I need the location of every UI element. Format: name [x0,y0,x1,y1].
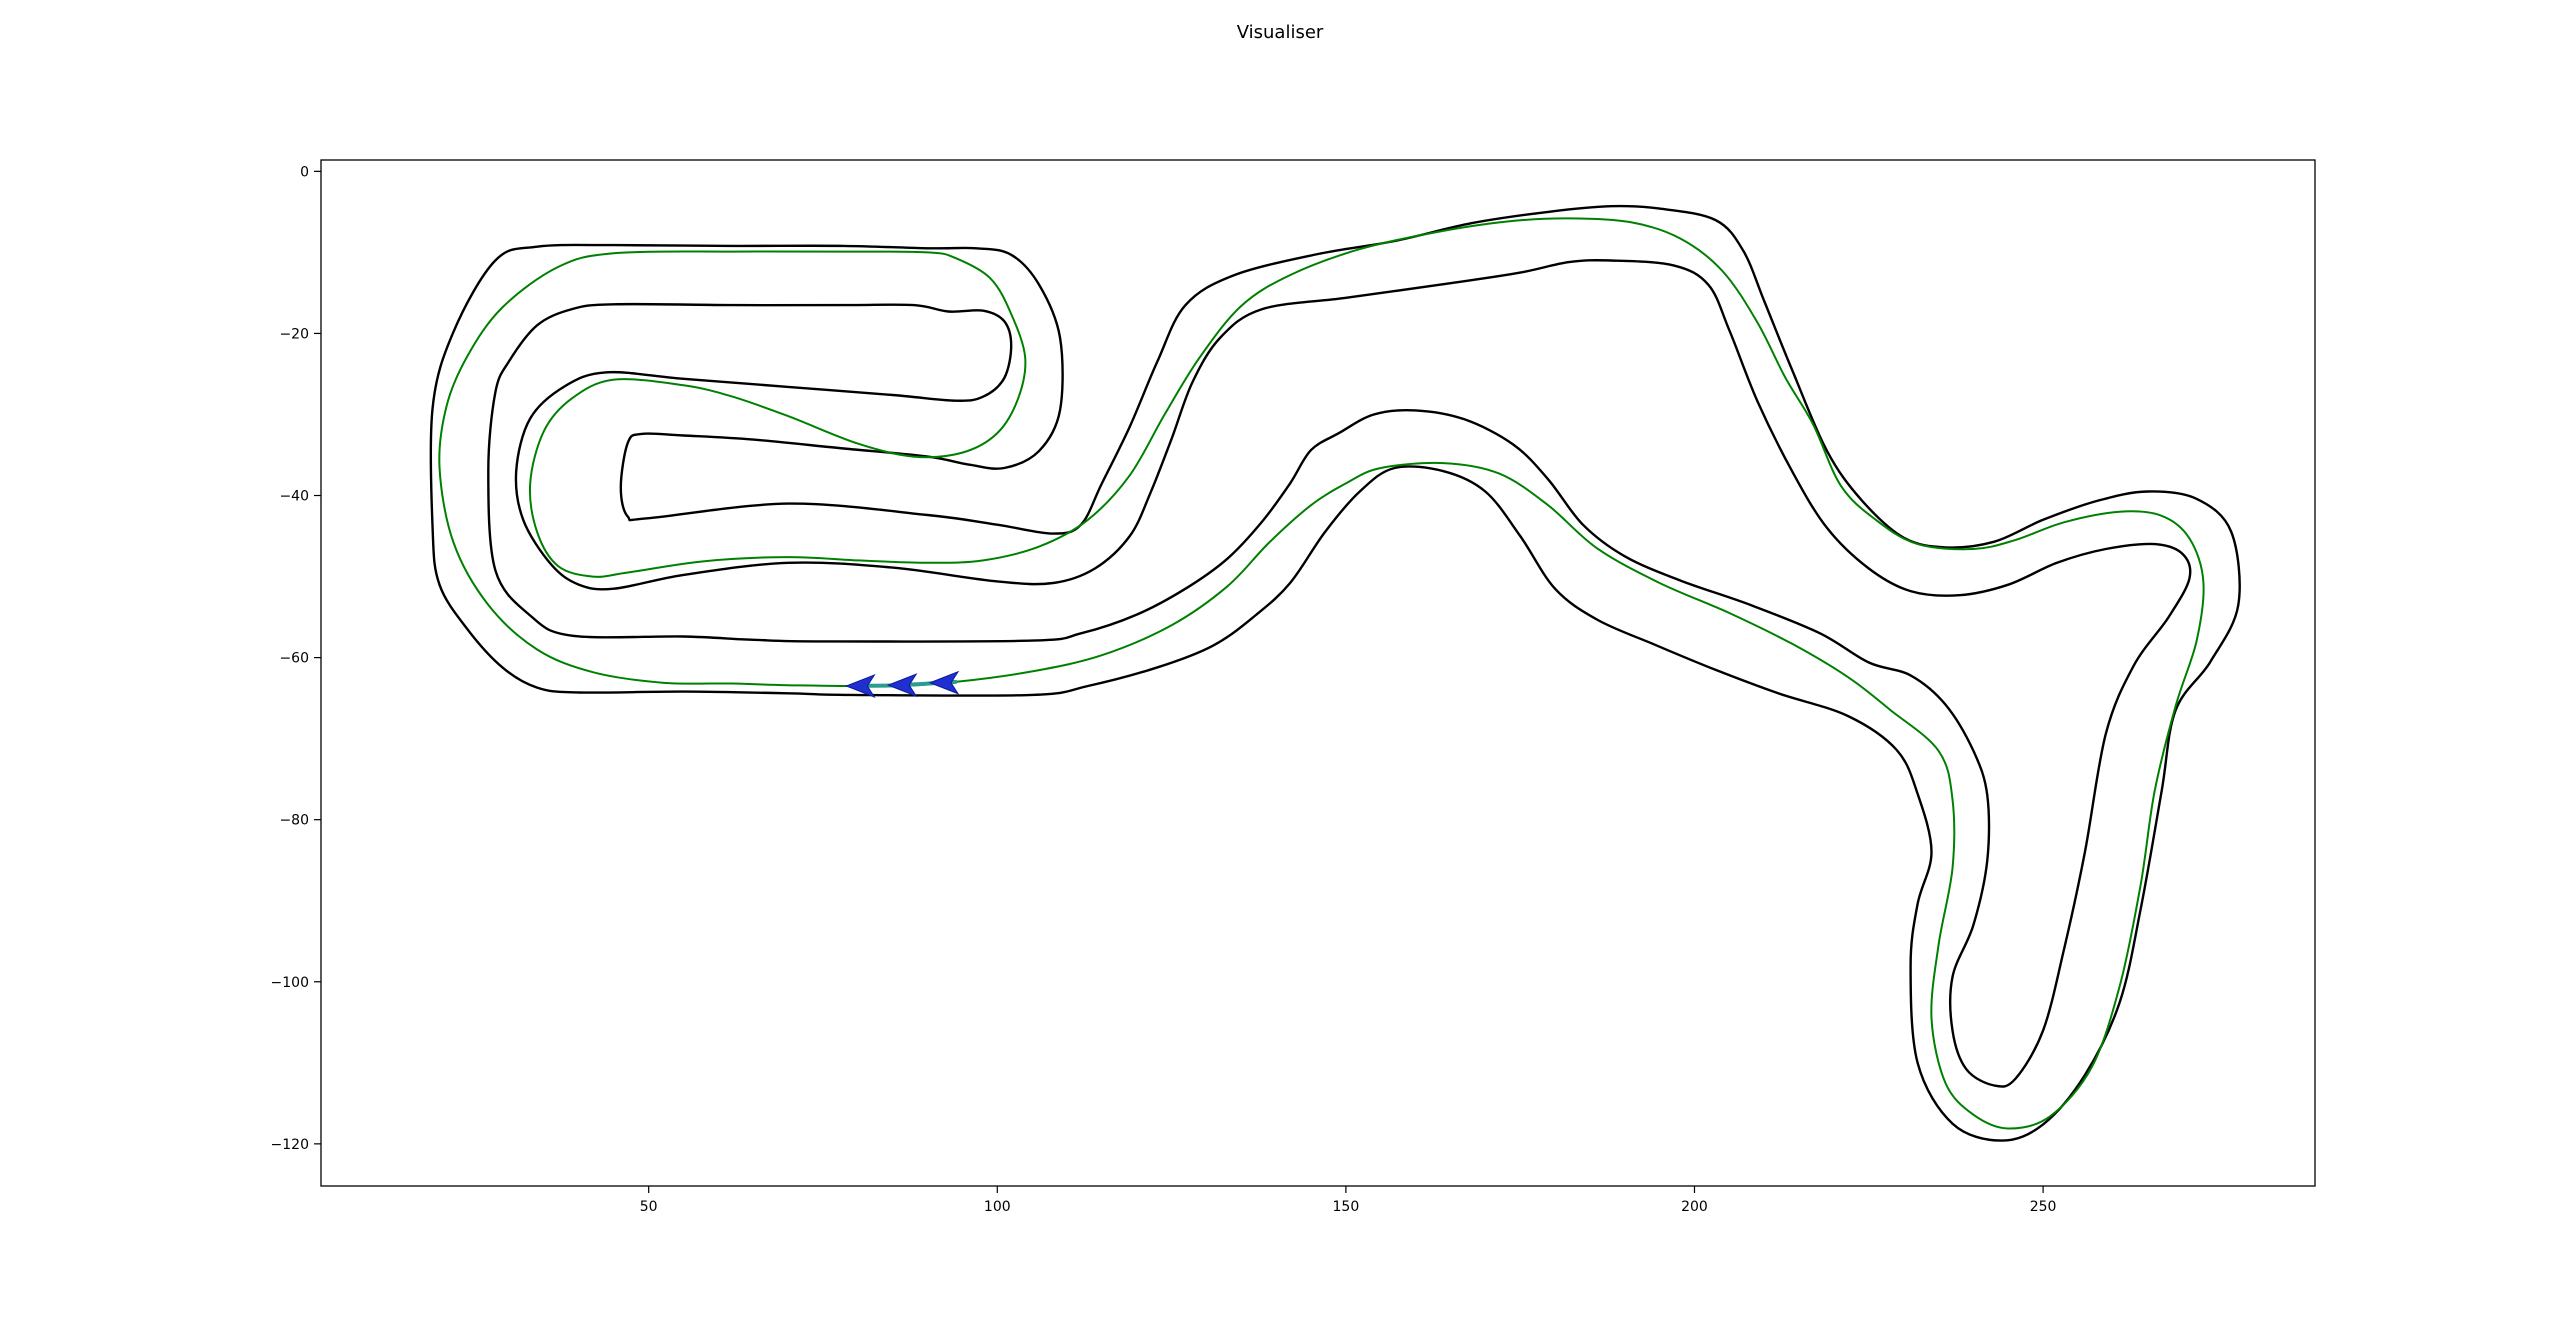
car-marker-3 [928,670,960,695]
y-tick-label: −100 [271,975,309,991]
y-tick-label: −60 [279,651,309,667]
x-tick-label: 200 [1681,1199,1708,1215]
x-axis: 50 100 150 200 250 [640,1186,2057,1215]
x-tick-label: 250 [2030,1199,2057,1215]
y-tick-label: 0 [300,164,309,180]
plot-frame [320,159,2316,1187]
y-tick-label: −120 [271,1137,309,1153]
series-outer-boundary [429,204,2241,1142]
car-marker-2 [886,673,918,698]
car-layer [844,670,960,698]
x-tick-label: 150 [1333,1199,1360,1215]
series-racing-line [438,217,2205,1130]
y-tick-label: −80 [279,813,309,829]
track-layer [429,204,2241,1142]
x-tick-label: 100 [984,1199,1011,1215]
y-axis: 0 −20 −40 −60 −80 −100 −120 [271,164,321,1153]
chart-title: Visualiser [1236,22,1324,43]
y-tick-label: −20 [279,326,309,342]
series-inner-boundary [487,259,2192,1088]
car-marker-1 [844,673,876,698]
x-tick-label: 50 [640,1199,658,1215]
y-tick-label: −40 [279,489,309,505]
